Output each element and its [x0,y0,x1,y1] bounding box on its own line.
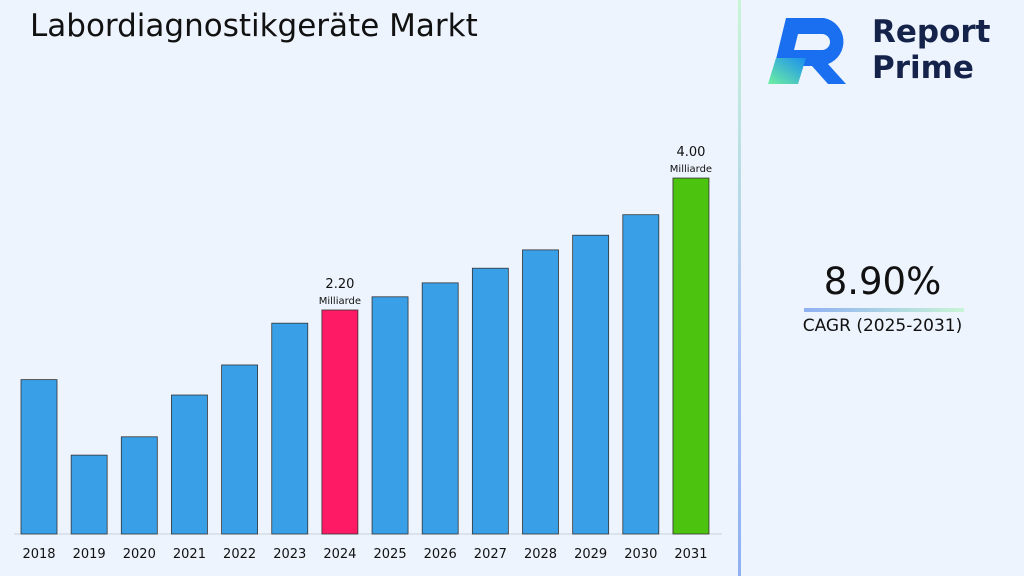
cagr-value: 8.90% [823,260,942,303]
x-tick-label: 2020 [123,547,156,562]
bar-2019 [70,454,108,535]
data-label-value: 2.20 [325,277,354,292]
brand-line2: Prime [872,50,974,86]
cagr-label: CAGR (2025-2031) [802,316,963,336]
divider [738,0,741,576]
x-tick-label: 2026 [424,547,457,562]
bar-2022 [221,364,259,535]
bar-2020 [120,436,158,535]
bar-2018 [20,379,58,535]
bar-2030 [622,214,660,535]
brand-line1: Report [872,14,991,50]
cagr-underline [804,308,964,312]
bar-2023 [271,322,309,535]
chart-title: Labordiagnostikgeräte Markt [30,8,478,44]
bar-chart: 2018 2019 2020 2021 2022 2023 2024 2025 2026 2027… [14,145,722,562]
bar-2026 [421,282,459,535]
report-prime-logo [768,18,846,84]
bar-2029 [572,234,610,535]
brand-name: Report Prime [872,14,991,86]
bar-2025 [371,296,409,535]
bar-2021 [171,394,208,535]
bar-2024 [321,309,359,535]
x-tick-label: 2018 [22,547,55,562]
x-tick-label: 2029 [574,547,607,562]
x-tick-label: 2031 [674,547,707,562]
x-tick-label: 2025 [374,547,407,562]
bar-2031 [672,177,710,535]
data-label-value: 4.00 [676,145,705,160]
x-tick-label: 2027 [474,547,507,562]
data-label-unit: Milliarde [670,164,712,175]
x-tick-label: 2028 [524,547,557,562]
bar-2028 [522,249,559,535]
x-tick-label: 2021 [173,547,206,562]
x-tick-label: 2019 [73,547,106,562]
bar-2027 [471,267,509,535]
data-label-unit: Milliarde [319,296,361,307]
x-tick-label: 2023 [273,547,306,562]
x-tick-label: 2022 [223,547,256,562]
x-tick-label: 2030 [624,547,657,562]
x-tick-label: 2024 [323,547,356,562]
